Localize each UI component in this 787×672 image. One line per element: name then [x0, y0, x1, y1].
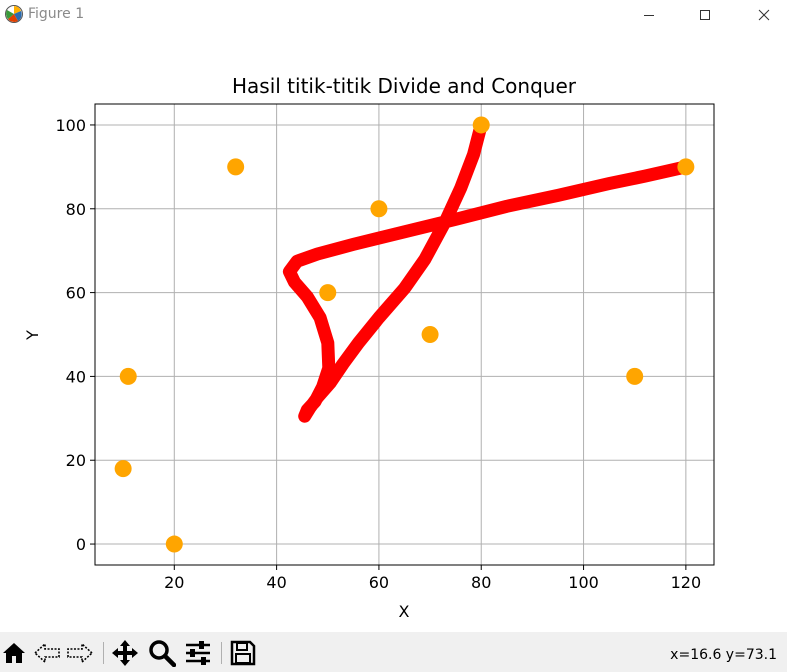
forward-button[interactable] — [66, 640, 94, 666]
scatter-point — [421, 326, 439, 343]
chart-title: Hasil titik-titik Divide and Conquer — [232, 74, 577, 98]
navigation-toolbar: x=16.6 y=73.1 — [0, 632, 787, 672]
point-layer — [114, 116, 695, 553]
scatter-point — [472, 116, 490, 134]
scatter-point — [626, 367, 644, 385]
window-titlebar: Figure 1 — [0, 0, 787, 30]
window-title: Figure 1 — [28, 6, 85, 22]
close-icon — [758, 9, 770, 21]
floppy-icon — [230, 640, 256, 666]
configure-subplots-button[interactable] — [184, 640, 212, 666]
home-icon — [3, 643, 25, 663]
x-tick-label: 20 — [164, 573, 184, 592]
y-tick-label: 100 — [55, 116, 86, 135]
maximize-icon — [700, 10, 710, 20]
ticks: 20 40 60 80 100 120 0 20 40 60 80 100 — [55, 116, 701, 592]
scatter-point — [677, 158, 695, 176]
home-button[interactable] — [0, 640, 28, 666]
save-button[interactable] — [229, 640, 257, 666]
sliders-icon — [186, 641, 210, 665]
x-tick-label: 80 — [471, 573, 491, 592]
x-tick-label: 120 — [671, 573, 702, 592]
scatter-chart: Hasil titik-titik Divide and Conquer 20 4… — [23, 74, 715, 621]
maximize-button[interactable] — [682, 0, 728, 30]
grid — [95, 104, 714, 565]
x-tick-label: 40 — [266, 573, 286, 592]
axes-frame — [94, 103, 715, 566]
scatter-point — [370, 200, 388, 218]
y-tick-label: 60 — [66, 284, 86, 303]
scatter-point — [119, 367, 137, 385]
close-button[interactable] — [741, 0, 787, 30]
toolbar-separator — [221, 642, 222, 664]
pan-button[interactable] — [111, 640, 139, 666]
arrow-left-icon — [33, 642, 60, 664]
y-tick-label: 40 — [66, 367, 86, 386]
matplotlib-icon — [4, 4, 24, 24]
figure-canvas[interactable]: Hasil titik-titik Divide and Conquer 20 4… — [0, 30, 787, 632]
back-button[interactable] — [33, 640, 61, 666]
x-tick-label: 60 — [369, 573, 389, 592]
scatter-point — [114, 460, 132, 478]
scatter-point — [165, 535, 183, 553]
scatter-point — [227, 158, 245, 176]
zoom-button[interactable] — [148, 640, 176, 667]
minimize-button[interactable] — [626, 0, 672, 30]
move-icon — [112, 640, 138, 666]
cursor-coordinates: x=16.6 y=73.1 — [670, 647, 777, 663]
x-tick-label: 100 — [568, 573, 599, 592]
y-tick-label: 0 — [76, 535, 86, 554]
arrow-right-icon — [67, 642, 94, 664]
red-curve — [282, 118, 693, 423]
toolbar-separator — [103, 642, 104, 664]
curve-layer — [282, 118, 693, 423]
x-axis-label: X — [399, 602, 410, 621]
y-axis-label: Y — [23, 330, 42, 341]
y-tick-label: 20 — [66, 451, 86, 470]
minimize-icon — [644, 15, 654, 16]
scatter-point — [319, 284, 337, 302]
y-tick-label: 80 — [66, 200, 86, 219]
magnifier-icon — [149, 640, 176, 667]
